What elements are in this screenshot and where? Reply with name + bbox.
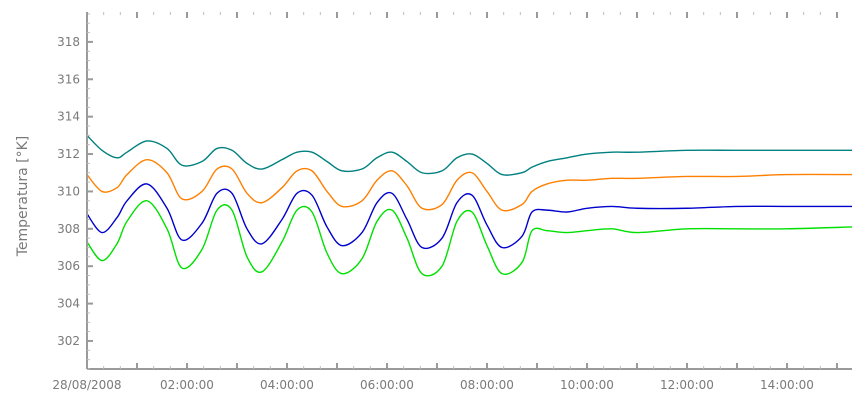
axis-layer: 302 304 306 308 310 312 314 316 318 28/08/2008 02:… [52,12,852,392]
series-line-2 [86,158,852,212]
x-tick-label: 06:00:00 [360,378,414,392]
y-tick-label: 312 [57,147,80,161]
y-tick-label: 316 [57,72,80,86]
x-tick-label: 28/08/2008 [52,378,121,392]
y-tick-label: 318 [57,35,80,49]
y-axis-label: Temperatura [°K] [15,136,31,258]
series-line-1 [86,134,852,176]
series-line-3 [86,183,852,250]
y-tick-label: 308 [57,222,80,236]
x-tick-label: 08:00:00 [460,378,514,392]
x-tick-label: 14:00:00 [760,378,814,392]
x-tick-label: 04:00:00 [260,378,314,392]
y-tick-label: 306 [57,259,80,273]
x-tick-label: 02:00:00 [160,378,214,392]
y-tick-label: 304 [57,297,80,311]
y-tick-label: 314 [57,110,80,124]
y-tick-label: 310 [57,184,80,198]
x-tick-label: 10:00:00 [560,378,614,392]
x-tick-label: 12:00:00 [660,378,714,392]
series-layer [86,134,852,277]
y-tick-label: 302 [57,334,80,348]
series-line-4 [86,200,852,277]
